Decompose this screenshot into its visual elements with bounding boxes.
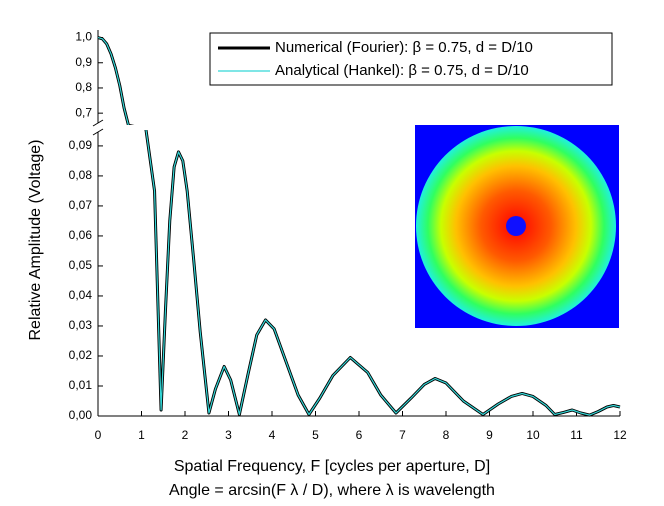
x-tick-label: 0 <box>95 428 102 442</box>
x-tick-label: 9 <box>486 428 493 442</box>
legend-label: Numerical (Fourier): β = 0.75, d = D/10 <box>275 39 533 56</box>
legend-box <box>209 32 613 86</box>
x-axis-subtitle: Angle = arcsin(F λ / D), where λ is wave… <box>169 482 495 499</box>
legend-label: Analytical (Hankel): β = 0.75, d = D/10 <box>275 62 529 79</box>
x-tick-label: 1 <box>138 428 145 442</box>
y-tick-label: 0,8 <box>75 80 92 94</box>
y-tick-label: 0,06 <box>69 228 93 242</box>
axes <box>92 30 621 417</box>
y-tick-label: 0,04 <box>69 288 93 302</box>
y-tick-label: 0,08 <box>69 168 93 182</box>
x-axis-title: Spatial Frequency, F [cycles per apertur… <box>174 458 490 475</box>
x-tick-label: 6 <box>356 428 363 442</box>
x-tick-label: 4 <box>269 428 276 442</box>
legend: Numerical (Fourier): β = 0.75, d = D/10 A… <box>209 32 613 86</box>
y-tick-label: 0,05 <box>69 258 93 272</box>
y-tick-label: 0,09 <box>69 138 93 152</box>
x-tick-label: 3 <box>225 428 232 442</box>
x-tick-label: 12 <box>613 428 627 442</box>
x-tick-label: 11 <box>570 428 583 442</box>
x-tick-label: 2 <box>182 428 189 442</box>
y-tick-label: 1,0 <box>75 30 92 44</box>
axis-break <box>92 128 104 136</box>
x-tick-label: 8 <box>443 428 450 442</box>
y-tick-label: 0,03 <box>69 318 93 332</box>
y-tick-label: 0,7 <box>75 105 92 119</box>
y-axis-title: Relative Amplitude (Voltage) <box>27 140 44 341</box>
y-tick-label: 0,01 <box>69 378 93 392</box>
inset-obstruction <box>506 216 526 236</box>
y-tick-label: 0,02 <box>69 348 93 362</box>
y-tick-label: 0,07 <box>69 198 93 212</box>
y-tick-label: 0,00 <box>69 408 93 422</box>
x-tick-label: 5 <box>312 428 319 442</box>
axis-break <box>92 119 104 127</box>
data-line <box>98 36 621 416</box>
inset-image <box>415 125 619 328</box>
y-tick-label: 0,9 <box>75 55 92 69</box>
x-tick-label: 10 <box>526 428 540 442</box>
x-tick-label: 7 <box>399 428 406 442</box>
